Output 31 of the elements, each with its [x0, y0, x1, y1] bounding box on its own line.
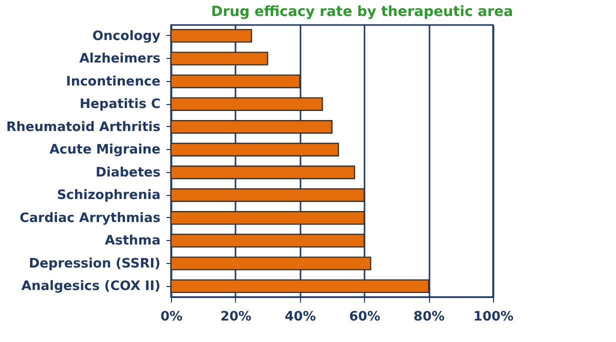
x-tick-label: 0% — [160, 310, 183, 324]
y-tick-label: Alzheimers — [79, 52, 161, 67]
bar — [170, 234, 365, 248]
bar — [170, 52, 268, 66]
bar — [170, 97, 323, 111]
x-tick-label: 100% — [473, 310, 514, 324]
x-tick-label: 60% — [349, 310, 380, 324]
bar — [170, 74, 300, 88]
y-tick-label: Diabetes — [96, 165, 161, 180]
y-tick-label: Depression (SSRI) — [28, 256, 160, 272]
bar — [170, 120, 333, 134]
chart-title: Drug efficacy rate by therapeutic area — [211, 4, 514, 20]
y-tick-label: Incontinence — [66, 74, 161, 90]
bar — [170, 279, 430, 294]
bar — [170, 166, 356, 180]
y-tick-label: Hepatitis C — [80, 97, 160, 112]
y-tick-label: Acute Migraine — [50, 142, 161, 158]
y-tick-label: Oncology — [92, 28, 162, 44]
y-tick-label: Schizophrenia — [56, 188, 160, 204]
x-tick-label: 40% — [284, 310, 316, 324]
bar — [170, 142, 340, 156]
bar — [170, 28, 252, 43]
bar — [170, 211, 365, 225]
y-tick-label: Analgesics (COX II) — [21, 279, 160, 294]
y-tick-label: Rheumatoid Arthritis — [6, 120, 161, 135]
y-tick-label: Cardiac Arrythmias — [20, 210, 161, 226]
y-tick-label: Asthma — [104, 234, 160, 249]
x-tick-label: 20% — [220, 310, 252, 324]
bar — [170, 188, 365, 202]
bar — [170, 256, 372, 270]
x-tick-label: 80% — [414, 310, 445, 324]
